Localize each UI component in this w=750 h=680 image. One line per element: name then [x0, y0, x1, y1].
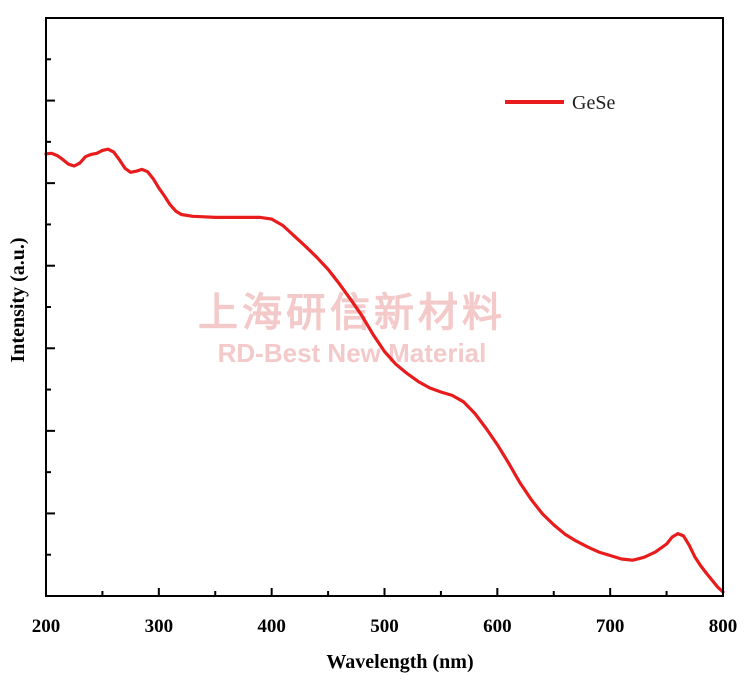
y-axis-ticks [46, 58, 55, 597]
watermark-chinese: 上海研信新材料 [198, 290, 506, 336]
legend-label-gese: GeSe [572, 92, 615, 114]
x-tick-label: 700 [596, 616, 625, 637]
watermark-english: RD-Best New Material [218, 338, 487, 368]
x-tick-label: 300 [145, 616, 174, 637]
x-tick-label: 200 [32, 616, 61, 637]
x-tick-label: 500 [370, 616, 399, 637]
plot-frame [45, 17, 724, 597]
x-axis-ticks [45, 588, 724, 596]
y-axis-title: Intensity (a.u.) [7, 237, 29, 362]
series-group [44, 147, 725, 594]
x-tick-label: 400 [257, 616, 286, 637]
legend: GeSe [505, 92, 615, 114]
x-tick-label: 800 [709, 616, 738, 637]
x-axis-tick-labels: 200 300 400 500 600 700 800 [32, 616, 738, 637]
series-line-gese [44, 147, 725, 594]
x-axis-title: Wavelength (nm) [326, 651, 473, 673]
x-tick-label: 600 [483, 616, 512, 637]
